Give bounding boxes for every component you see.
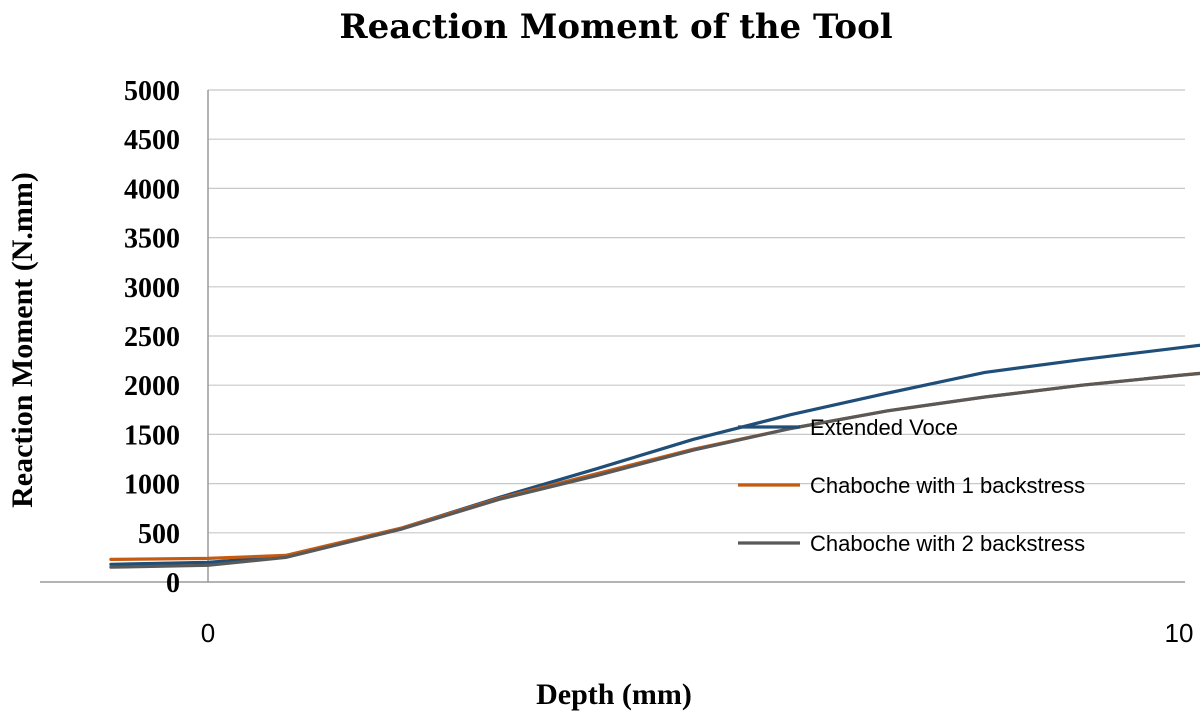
series-lines (109, 343, 1200, 569)
x-tick-label-0: 0 (201, 618, 215, 648)
y-tick-label-5000: 5000 (124, 76, 180, 107)
y-tick-labels: 0 500 1000 1500 2000 2500 3000 3500 4000 4500 5000 (124, 76, 180, 599)
y-tick-label-2500: 2500 (124, 322, 180, 353)
y-tick-label-1500: 1500 (124, 420, 180, 451)
y-tick-label-4000: 4000 (124, 174, 180, 205)
grid-lines (208, 89, 1185, 534)
legend: Extended Voce Chaboche with 1 backstress C… (738, 415, 1085, 556)
y-tick-label-2000: 2000 (124, 371, 180, 402)
chart-title: Reaction Moment of the Tool (339, 7, 892, 47)
x-axis-label: Depth (mm) (536, 678, 692, 711)
y-tick-label-500: 500 (138, 519, 180, 550)
series-line-1 (109, 343, 1200, 566)
y-tick-label-1000: 1000 (124, 470, 180, 501)
series-line-3 (109, 371, 1200, 569)
y-tick-label-3000: 3000 (124, 273, 180, 304)
legend-label-1: Extended Voce (810, 415, 958, 440)
y-axis-label: Reaction Moment (N.mm) (6, 172, 39, 508)
legend-label-2: Chaboche with 1 backstress (810, 473, 1085, 498)
y-tick-label-3500: 3500 (124, 224, 180, 255)
y-tick-label-4500: 4500 (124, 125, 180, 156)
x-tick-labels: -100102030405060 (201, 618, 1194, 648)
axes (40, 90, 1185, 583)
legend-label-3: Chaboche with 2 backstress (810, 531, 1085, 556)
series-line-2 (109, 371, 1200, 562)
x-tick-label-10: 10 (1165, 618, 1194, 648)
y-tick-label-0: 0 (166, 568, 180, 599)
